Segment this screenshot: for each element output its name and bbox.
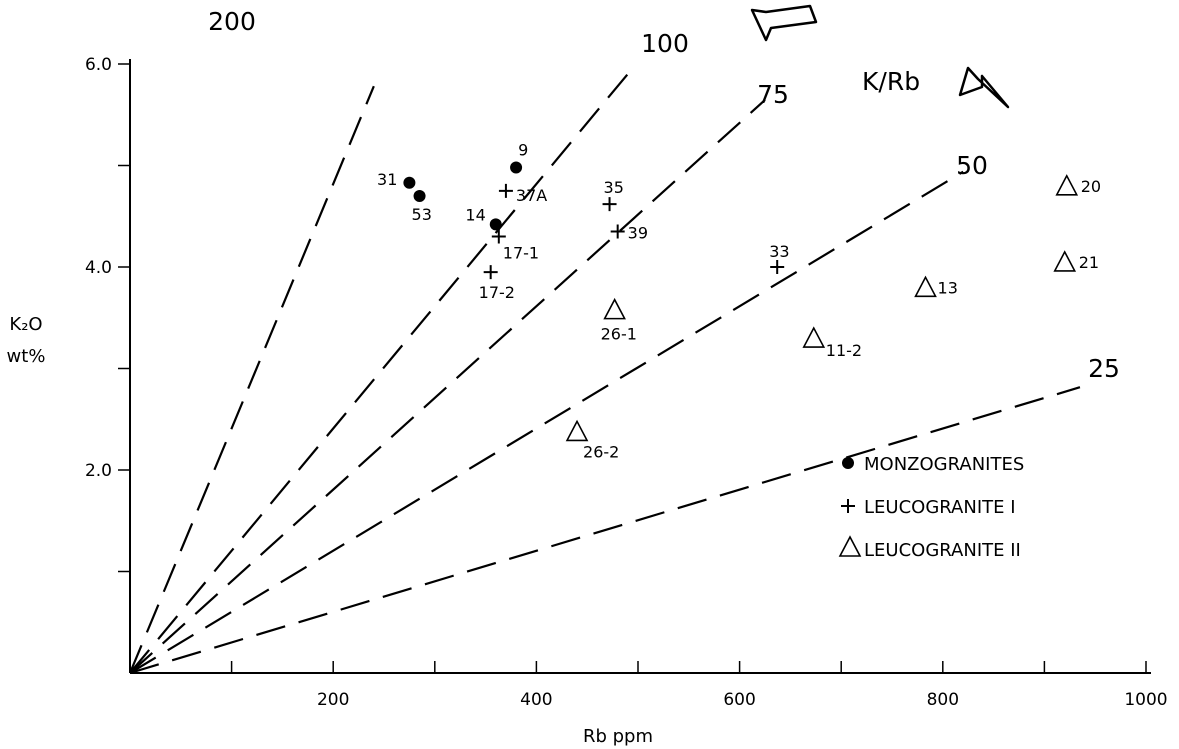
ref-line-75: [129, 99, 766, 674]
legend-label-monzogranites: MONZOGRANITES: [864, 454, 1024, 475]
data-points: 31 53 9 14 37A 17-1 17-2 35 39 33 26-1 26-2 11-2 13 20…: [377, 141, 1101, 462]
ref-line-label-100: 100: [641, 29, 689, 58]
legend-label-leucogranite-ii: LEUCOGRANITE II: [864, 540, 1021, 561]
y-tick-label: 6.0: [85, 55, 112, 75]
point-label: 17-2: [479, 283, 515, 302]
point-leucogranite-i: [491, 229, 506, 244]
point-label: 21: [1079, 253, 1099, 272]
point-label: 13: [938, 278, 958, 297]
x-tick-label: 1000: [1124, 690, 1167, 710]
x-tick-label: 200: [317, 690, 349, 710]
point-label: 14: [465, 205, 485, 224]
y-axis-title: K₂O: [9, 314, 42, 335]
point-label: 11-2: [826, 341, 862, 360]
axis-ticks: 200 400 600 800 1000 2.0 4.0 6.0: [85, 55, 1168, 710]
ref-line-200: [128, 85, 375, 674]
arrow-lower-right-icon: [958, 66, 1010, 109]
ref-line-label-50: 50: [956, 151, 988, 180]
ref-line-100: [129, 67, 634, 674]
k-rb-ratio-header: K/Rb: [862, 67, 920, 96]
legend-marker-plus: [841, 499, 855, 513]
arrow-upper-left-icon: [750, 4, 818, 42]
legend-marker-circle: [842, 457, 854, 469]
x-axis-title: Rb ppm: [583, 726, 653, 747]
x-tick-label: 600: [723, 690, 755, 710]
point-leucogranite-i: [610, 224, 625, 239]
y-tick-label: 2.0: [85, 461, 112, 481]
point-label: 17-1: [503, 244, 539, 263]
point-monzogranite: [403, 176, 416, 189]
point-leucogranite-i: [483, 265, 498, 280]
point-leucogranite-ii: [1053, 250, 1077, 272]
point-leucogranite-ii: [1055, 174, 1079, 196]
point-label: 31: [377, 170, 397, 189]
point-label: 9: [518, 141, 528, 160]
point-label: 26-2: [583, 442, 619, 461]
point-label: 39: [628, 223, 648, 242]
point-monzogranite: [510, 161, 523, 174]
point-monzogranite: [489, 218, 502, 231]
ref-line-label-200: 200: [208, 7, 256, 36]
point-label: 53: [412, 205, 432, 224]
x-tick-label: 800: [927, 690, 959, 710]
point-label: 37A: [516, 186, 547, 205]
legend: MONZOGRANITES LEUCOGRANITE I LEUCOGRANIT…: [838, 454, 1024, 561]
point-leucogranite-ii: [802, 326, 826, 348]
y-tick-label: 4.0: [85, 258, 112, 278]
point-leucogranite-ii: [603, 297, 626, 320]
legend-marker-triangle: [838, 535, 862, 557]
point-leucogranite-i: [602, 197, 617, 212]
point-label: 35: [604, 178, 624, 197]
ref-line-50: [129, 170, 964, 674]
ref-line-label-75: 75: [757, 80, 789, 109]
point-leucogranite-i: [770, 260, 785, 274]
ref-line-25: [129, 386, 1081, 675]
point-leucogranite-i: [498, 183, 513, 198]
point-leucogranite-ii: [565, 419, 589, 442]
ref-line-label-25: 25: [1088, 354, 1120, 383]
point-label: 20: [1081, 177, 1101, 196]
point-label: 26-1: [601, 325, 637, 344]
legend-label-leucogranite-i: LEUCOGRANITE I: [864, 497, 1016, 518]
x-tick-label: 400: [520, 690, 552, 710]
k-rb-reference-lines: 200 100 75 50 25: [128, 7, 1120, 675]
axes: [129, 59, 1151, 674]
y-axis-unit: wt%: [7, 346, 46, 367]
point-monzogranite: [413, 189, 426, 202]
point-label: 33: [769, 242, 789, 261]
point-leucogranite-ii: [914, 275, 937, 298]
